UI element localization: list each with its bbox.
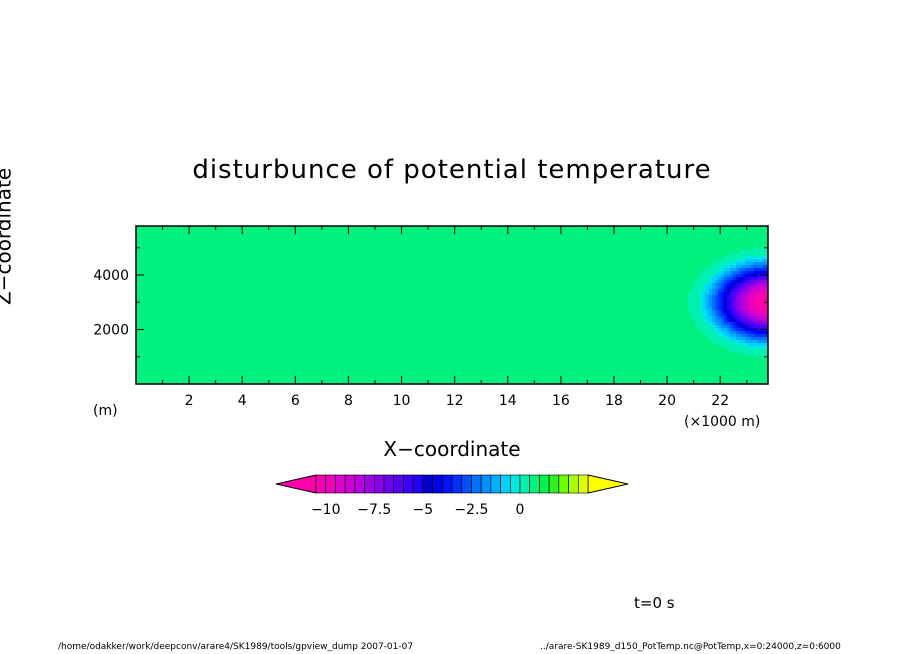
colorbar: −10 −7.5 −5 −2.5 0 bbox=[275, 474, 629, 518]
colorbar-swatch bbox=[451, 474, 463, 494]
colorbar-swatch bbox=[335, 474, 346, 494]
footer-path: /home/odakker/work/deepconv/arare4/SK198… bbox=[58, 642, 414, 652]
colorbar-swatch bbox=[325, 474, 336, 494]
x-axis-label: X−coordinate bbox=[383, 437, 521, 461]
colorbar-swatch bbox=[568, 474, 579, 494]
colorbar-swatch bbox=[412, 474, 424, 494]
field-background bbox=[136, 226, 768, 384]
y-axis-label: Z−coordinate bbox=[0, 167, 16, 305]
colorbar-label: −2.5 bbox=[454, 502, 488, 518]
plot-frame bbox=[135, 225, 769, 385]
x-tick-label: 6 bbox=[291, 393, 300, 409]
colorbar-swatch bbox=[480, 474, 492, 494]
colorbar-swatch bbox=[403, 474, 414, 494]
colorbar-label: 0 bbox=[516, 502, 525, 518]
colorbar-swatch bbox=[383, 474, 395, 494]
colorbar-swatch bbox=[344, 474, 356, 494]
colorbar-swatch bbox=[558, 474, 569, 494]
x-tick-label: 2 bbox=[185, 393, 194, 409]
colorbar-swatch bbox=[471, 474, 482, 494]
y-tick-label: 4000 bbox=[93, 268, 129, 284]
colorbar-swatch bbox=[441, 474, 453, 494]
colorbar-label: −10 bbox=[311, 502, 341, 518]
colorbar-swatch bbox=[461, 474, 472, 494]
colorbar-swatch bbox=[509, 474, 521, 494]
y-axis-unit: (m) bbox=[93, 403, 118, 419]
colorbar-overflow bbox=[587, 474, 629, 494]
colorbar-swatch bbox=[315, 474, 327, 494]
x-tick-label: 8 bbox=[344, 393, 353, 409]
y-tick-label: 2000 bbox=[93, 323, 129, 339]
chart-title: disturbunce of potential temperature bbox=[192, 155, 712, 185]
x-tick-label: 18 bbox=[605, 393, 623, 409]
colorbar-swatch bbox=[393, 474, 404, 494]
colorbar-swatch bbox=[432, 474, 443, 494]
cold-bubble bbox=[688, 247, 768, 359]
time-annotation: t=0 s bbox=[634, 594, 675, 612]
colorbar-swatch bbox=[364, 474, 375, 494]
colorbar-swatch bbox=[577, 474, 589, 494]
x-tick-label: 12 bbox=[446, 393, 464, 409]
colorbar-swatch bbox=[490, 474, 501, 494]
footer-source: ../arare-SK1989_d150_PotTemp.nc@PotTemp,… bbox=[540, 642, 841, 652]
colorbar-swatch bbox=[500, 474, 511, 494]
colorbar-swatch bbox=[354, 474, 365, 494]
colorbar-label: −5 bbox=[413, 502, 434, 518]
plot-area bbox=[136, 226, 768, 384]
x-axis: 2 4 6 8 10 12 14 16 18 20 22 bbox=[162, 226, 748, 409]
x-tick-label: 14 bbox=[499, 393, 517, 409]
x-tick-label: 16 bbox=[552, 393, 570, 409]
x-tick-label: 4 bbox=[238, 393, 247, 409]
colorbar-swatch bbox=[422, 474, 433, 494]
x-tick-label: 20 bbox=[658, 393, 676, 409]
colorbar-swatch bbox=[539, 474, 550, 494]
x-tick-label: 10 bbox=[393, 393, 411, 409]
colorbar-label: −7.5 bbox=[357, 502, 391, 518]
colorbar-swatch bbox=[529, 474, 540, 494]
x-axis-unit: (×1000 m) bbox=[684, 414, 761, 430]
colorbar-swatch bbox=[548, 474, 560, 494]
y-axis: 2000 4000 bbox=[93, 247, 768, 358]
x-tick-label: 22 bbox=[711, 393, 729, 409]
colorbar-underflow bbox=[275, 474, 317, 494]
colorbar-swatch bbox=[373, 474, 385, 494]
colorbar-swatch bbox=[519, 474, 531, 494]
